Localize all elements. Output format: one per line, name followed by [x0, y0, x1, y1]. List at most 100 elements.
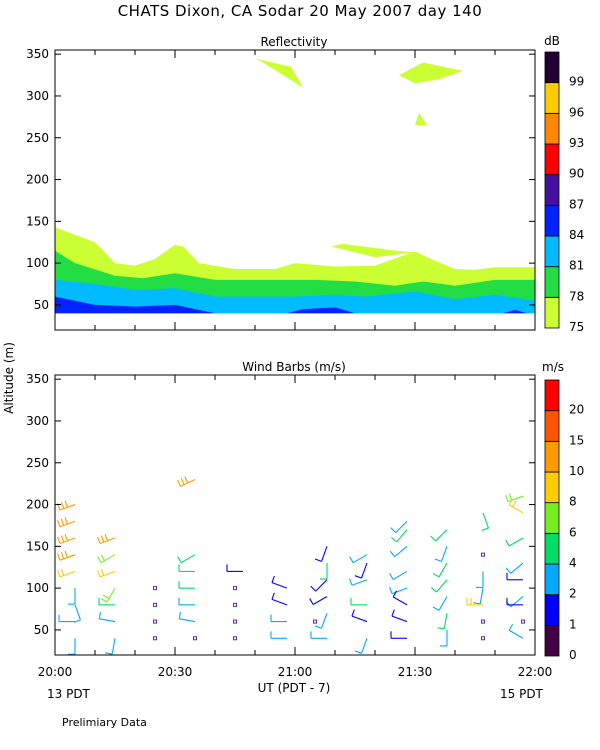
wind-barb-feather	[505, 494, 509, 502]
colorbar-label: 99	[569, 75, 584, 89]
colorbar-swatch	[544, 143, 560, 176]
y-tick-label: 250	[26, 456, 49, 470]
colorbar-swatch	[544, 379, 560, 412]
wind-barb	[312, 596, 328, 605]
wind-barb-feather	[508, 493, 513, 501]
wind-colorbar: 0 1 2 4 6 8 10 15 20	[544, 379, 584, 662]
wind-barb	[395, 520, 408, 533]
wind-barb	[507, 495, 524, 503]
wind-barb	[111, 638, 116, 655]
wind-barb-feather	[102, 594, 110, 600]
wind-barb-feather	[60, 568, 65, 576]
colorbar-label: 90	[569, 167, 584, 181]
colorbar-swatch	[544, 410, 560, 442]
wind-barb	[482, 512, 489, 529]
wind-barb	[74, 604, 81, 621]
wind-barb-feather	[354, 650, 362, 654]
wind-barb-feather	[184, 476, 189, 484]
wind-barb-feather	[271, 575, 275, 583]
colorbar-label: 0	[569, 648, 577, 662]
wind-barb-feather	[434, 558, 442, 562]
wind-barb	[508, 629, 524, 639]
wind-barb	[271, 582, 288, 589]
colorbar-label: 87	[569, 197, 584, 211]
wind-barb-feather	[309, 598, 314, 605]
wind-barb	[436, 579, 448, 593]
wind-barb	[441, 546, 448, 562]
colorbar-swatch	[544, 204, 560, 237]
colorbar-swatch	[544, 174, 560, 206]
wind-barb-feather	[392, 590, 398, 598]
wind-barb-feather	[432, 606, 440, 611]
x-tick-label: 21:00	[278, 665, 313, 679]
footer-note: Prelimiary Data	[62, 716, 147, 729]
wind-barb	[443, 613, 448, 630]
reflectivity-contour-75	[415, 112, 427, 126]
wind-barb	[392, 570, 408, 580]
wind-barb-feather	[100, 568, 105, 576]
wind-barb-feather	[391, 609, 395, 617]
wind-barb	[479, 588, 484, 604]
calm-marker	[153, 636, 157, 641]
calm-marker	[313, 619, 317, 624]
y-tick-label: 200	[26, 173, 49, 187]
y-tick-label: 150	[26, 539, 49, 553]
colorbar-label: 81	[569, 259, 584, 273]
colorbar-swatch	[544, 235, 560, 268]
wind-barb	[180, 554, 196, 564]
y-axis-label: Altitude (m)	[2, 342, 16, 414]
colorbar-swatch	[544, 563, 560, 596]
wind-barb-feather	[390, 527, 397, 533]
wind-barb	[508, 537, 524, 547]
colorbar-swatch	[544, 112, 560, 145]
x-tick-label: 20:00	[38, 665, 73, 679]
wind-barb-feather	[430, 587, 438, 593]
wind-barb-feather	[177, 479, 181, 487]
y-tick-label: 50	[34, 623, 49, 637]
reflectivity-contour-84	[503, 309, 527, 314]
wind-barb-feather	[430, 535, 437, 542]
colorbar-label: 75	[569, 320, 584, 334]
wind-barb	[396, 529, 408, 543]
wind-barb-feather	[57, 570, 61, 578]
reflectivity-contour-75	[255, 58, 303, 88]
y-tick-label: 350	[26, 47, 49, 61]
colorbar-swatch	[544, 296, 560, 329]
wind-barb-feather	[314, 625, 322, 629]
wind-barb-feather	[57, 553, 61, 561]
x-axis-label: UT (PDT - 7)	[258, 681, 331, 695]
wind-barb	[315, 579, 328, 592]
wind-y-ticks: 50 100 150 200 250 300 350	[26, 372, 535, 637]
wind-barb-feather	[100, 554, 106, 561]
wind-barb	[59, 570, 76, 578]
wind-barb	[106, 587, 116, 603]
figure-title: CHATS Dixon, CA Sodar 20 May 2007 day 14…	[118, 2, 483, 20]
wind-barb	[361, 638, 368, 654]
wind-barb-feather	[105, 652, 113, 655]
wind-barbs-title: Wind Barbs (m/s)	[242, 360, 346, 374]
wind-barb	[435, 529, 448, 542]
wind-axes-frame	[54, 374, 536, 656]
wind-barb	[508, 504, 524, 514]
wind-barb-feather	[97, 570, 101, 578]
wind-barb-feather	[60, 552, 65, 559]
wind-barb-feather	[60, 501, 65, 509]
x-tick-label: 22:00	[518, 665, 553, 679]
wind-barb-feather	[64, 517, 68, 525]
wind-barb-feather	[100, 598, 108, 603]
wind-barb-feather	[64, 550, 68, 558]
colorbar-label: 15	[569, 433, 584, 447]
calm-marker	[481, 619, 485, 624]
colorbar-label: 6	[569, 525, 577, 539]
wind-barb	[352, 554, 368, 564]
wind-barb-feather	[481, 527, 489, 531]
calm-marker	[193, 636, 197, 641]
wind-barb-feather	[437, 627, 445, 630]
wind-colorbar-unit: m/s	[542, 360, 564, 374]
colorbar-label: 8	[569, 495, 577, 509]
y-tick-label: 100	[26, 581, 49, 595]
colorbar-swatch	[544, 502, 560, 534]
calm-marker	[481, 552, 485, 557]
wind-barb-feather	[389, 586, 393, 594]
wind-barb-feather	[100, 535, 105, 543]
